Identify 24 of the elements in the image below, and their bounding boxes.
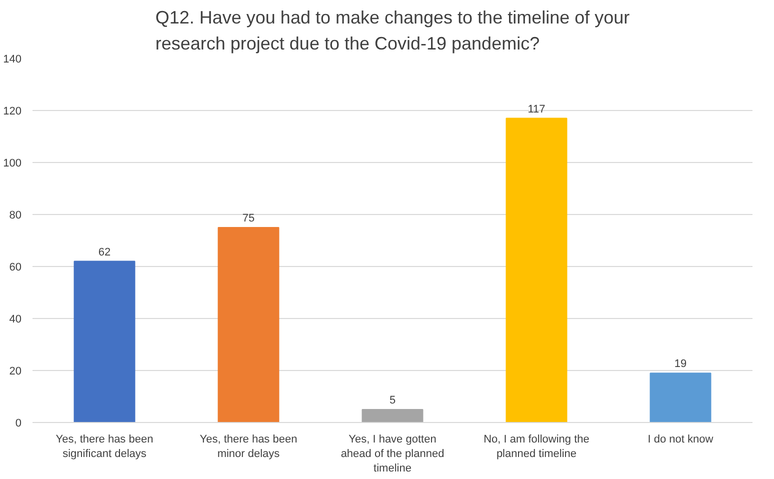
y-tick-label: 100 <box>3 158 22 170</box>
data-label: 62 <box>98 246 111 258</box>
y-tick-label: 20 <box>9 366 22 378</box>
x-tick-label: Yes, I have gotten ahead of the planned timeline <box>340 434 444 474</box>
y-tick-label: 80 <box>9 210 22 222</box>
chart-title: Q12. Have you had to make changes to the timeline of your research project due to the Covid-19 pandemic? <box>155 8 630 54</box>
bar <box>74 260 136 422</box>
data-label: 5 <box>389 394 396 406</box>
x-tick-label: Yes, there has been significant delays <box>56 434 154 460</box>
data-label: 117 <box>528 103 546 116</box>
y-tick-label: 120 <box>3 106 22 118</box>
bar <box>650 372 712 422</box>
bar <box>362 409 424 422</box>
x-tick-label: No, I am following the planned timeline <box>484 434 590 460</box>
y-tick-label: 60 <box>9 262 22 274</box>
y-tick-label: 0 <box>15 418 22 430</box>
data-label: 75 <box>242 212 255 224</box>
y-tick-label: 40 <box>9 314 22 326</box>
bar <box>506 118 568 422</box>
data-label: 19 <box>674 358 687 370</box>
bar <box>218 227 280 422</box>
x-tick-label: I do not know <box>648 434 714 446</box>
x-tick-label: Yes, there has been minor delays <box>200 434 298 460</box>
y-tick-label: 140 <box>3 54 22 66</box>
